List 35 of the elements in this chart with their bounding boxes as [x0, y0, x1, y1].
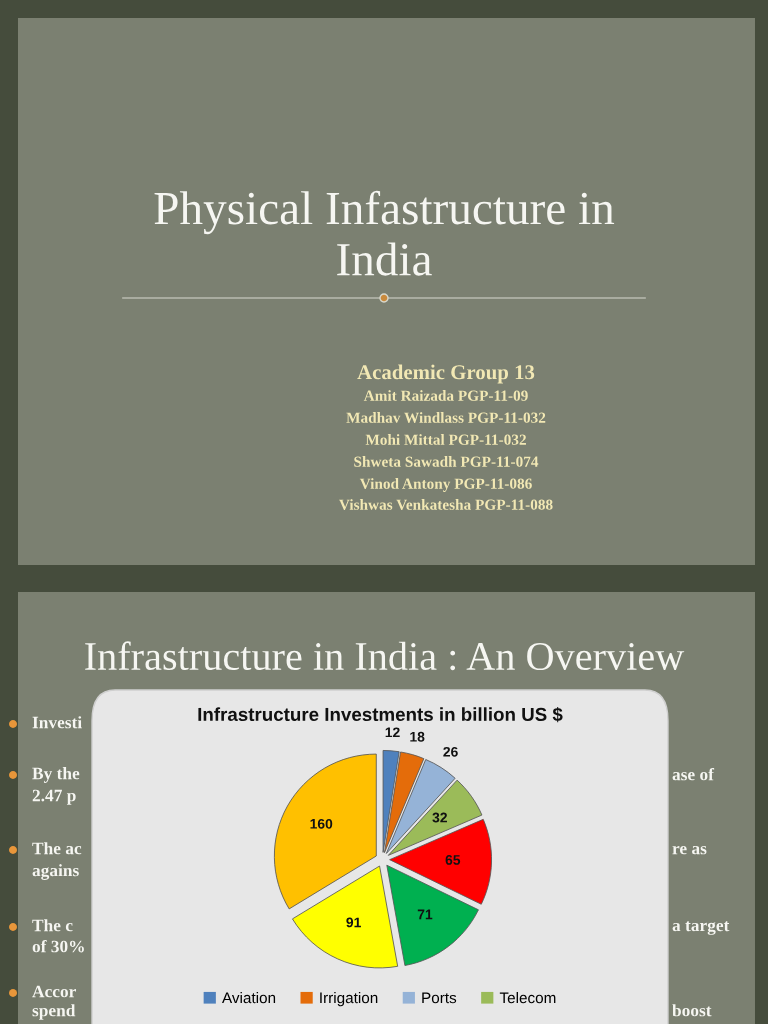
text: Accor: [32, 985, 76, 998]
text: Amit Raizada PGP-11-09: [363, 390, 528, 401]
text: a target: [672, 921, 730, 935]
text: Shweta Sawadh PGP-11-074: [354, 456, 539, 467]
text: spend: [32, 1004, 76, 1020]
text: Vinod Antony PGP-11-086: [359, 478, 532, 492]
legend-label: Aviation: [222, 992, 276, 1004]
legend-label: Ports: [422, 992, 457, 1004]
text: By the: [32, 767, 80, 783]
text: agains: [32, 864, 79, 880]
legend-label: Telecom: [499, 992, 556, 1004]
text: Physical Infastructure in India: [154, 190, 615, 276]
data-label: 65: [445, 855, 461, 865]
text: 2.47 p: [32, 789, 76, 805]
data-label: 32: [432, 812, 447, 823]
text: Madhav Windlass PGP-11-032: [346, 412, 546, 423]
text: Mohi Mittal PGP-11-032: [365, 434, 526, 445]
data-label: 71: [417, 909, 433, 920]
data-label: 12: [385, 727, 400, 738]
text: Infrastructure in India : An Overview: [85, 641, 685, 671]
text: boost: [672, 1004, 712, 1017]
text: Investi: [32, 716, 82, 729]
text: The c: [32, 919, 73, 932]
text: of 30%: [32, 939, 84, 953]
text: re as: [672, 845, 707, 855]
data-label: 26: [443, 746, 458, 757]
text: Vishwas Venkatesha PGP-11-088: [339, 499, 553, 510]
data-label: 91: [346, 917, 361, 928]
text: ase of: [672, 767, 715, 781]
legend-label: Irrigation: [320, 992, 378, 1007]
chart-title: Infrastructure Investments in billion US $: [198, 706, 563, 723]
data-label: 160: [310, 818, 333, 829]
text: Academic Group 13: [357, 364, 535, 384]
text: The ac: [32, 842, 82, 855]
data-label: 18: [410, 731, 425, 742]
